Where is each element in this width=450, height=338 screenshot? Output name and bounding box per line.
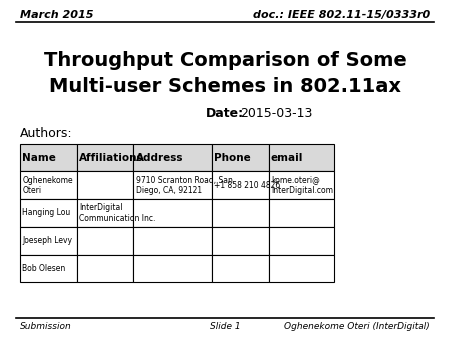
Text: Phone: Phone xyxy=(214,152,251,163)
Text: Affiliations: Affiliations xyxy=(79,152,144,163)
Text: InterDigital
Communication Inc.: InterDigital Communication Inc. xyxy=(79,203,155,223)
Bar xyxy=(77,255,134,282)
Bar xyxy=(134,199,212,227)
Text: March 2015: March 2015 xyxy=(20,10,94,20)
Text: 9710 Scranton Road, San
Diego, CA, 92121: 9710 Scranton Road, San Diego, CA, 92121 xyxy=(135,175,233,195)
Bar xyxy=(20,144,77,171)
Bar xyxy=(269,255,334,282)
Bar xyxy=(134,255,212,282)
Bar xyxy=(20,227,77,255)
Text: Oghenekome Oteri (InterDigital): Oghenekome Oteri (InterDigital) xyxy=(284,322,430,331)
Bar xyxy=(134,144,212,171)
Bar xyxy=(212,199,269,227)
Bar xyxy=(20,255,77,282)
Text: Bob Olesen: Bob Olesen xyxy=(22,264,66,273)
Text: Slide 1: Slide 1 xyxy=(210,322,240,331)
Text: 2015-03-13: 2015-03-13 xyxy=(240,107,313,120)
Bar xyxy=(134,227,212,255)
Text: Authors:: Authors: xyxy=(20,127,73,140)
Bar xyxy=(269,199,334,227)
Bar xyxy=(77,144,134,171)
Bar xyxy=(77,199,134,227)
Bar xyxy=(269,227,334,255)
Bar xyxy=(20,199,77,227)
Text: Multi-user Schemes in 802.11ax: Multi-user Schemes in 802.11ax xyxy=(49,77,401,96)
Bar xyxy=(212,171,269,199)
Bar xyxy=(212,144,269,171)
Bar xyxy=(20,171,77,199)
Text: kome.oteri@
InterDigital.com: kome.oteri@ InterDigital.com xyxy=(271,175,333,195)
Bar xyxy=(269,144,334,171)
Bar xyxy=(212,227,269,255)
Bar xyxy=(269,171,334,199)
Text: Name: Name xyxy=(22,152,56,163)
Text: Submission: Submission xyxy=(20,322,72,331)
Bar xyxy=(134,171,212,199)
Bar xyxy=(212,255,269,282)
Bar xyxy=(77,171,134,199)
Text: Joeseph Levy: Joeseph Levy xyxy=(22,236,72,245)
Text: Oghenekome
Oteri: Oghenekome Oteri xyxy=(22,175,73,195)
Text: doc.: IEEE 802.11-15/0333r0: doc.: IEEE 802.11-15/0333r0 xyxy=(252,10,430,20)
Bar xyxy=(77,227,134,255)
Text: Hanging Lou: Hanging Lou xyxy=(22,209,71,217)
Text: Throughput Comparison of Some: Throughput Comparison of Some xyxy=(44,51,406,70)
Text: email: email xyxy=(271,152,303,163)
Text: Address: Address xyxy=(135,152,183,163)
Text: Date:: Date: xyxy=(206,107,244,120)
Text: +1 858 210 4826: +1 858 210 4826 xyxy=(214,181,280,190)
